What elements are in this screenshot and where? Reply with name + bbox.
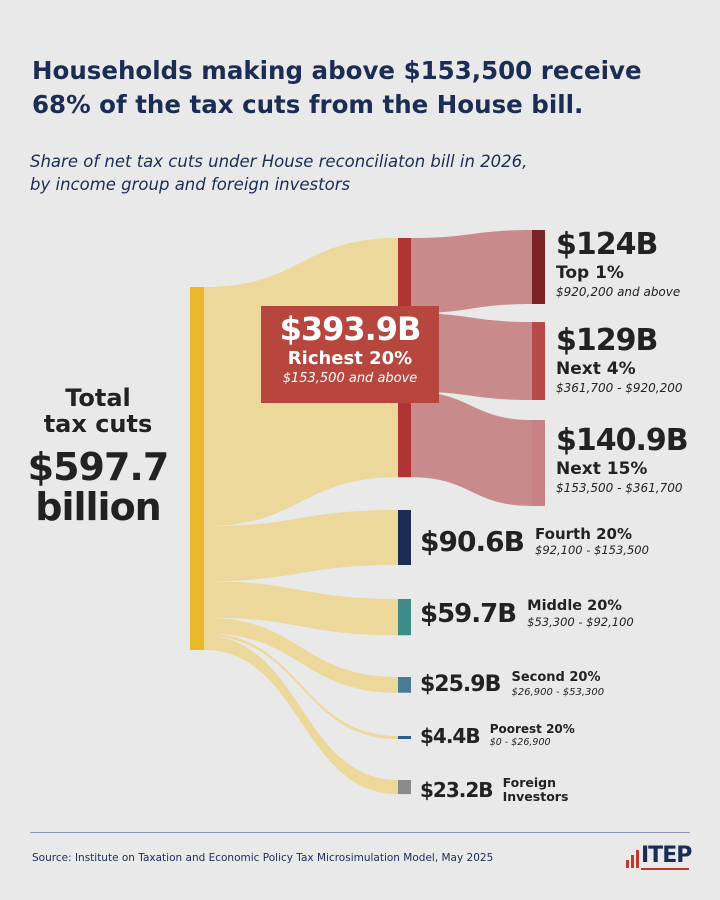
group-label-next4: $129B Next 4% $361,700 - $920,200 (556, 324, 682, 396)
group-label-foreign: $23.2B Foreign Investors (420, 776, 568, 804)
group-value: $129B (556, 323, 658, 358)
group-range: $153,500 - $361,700 (556, 481, 683, 495)
group-label-top1: $124B Top 1% $920,200 and above (556, 228, 680, 300)
group-name: Middle 20% (527, 598, 622, 614)
group-value: $25.9B (420, 671, 501, 697)
richest-value: $393.9B (279, 310, 422, 348)
total-value: $597.7 billion (18, 447, 178, 527)
total-value-line-1: $597.7 (27, 445, 170, 489)
group-name: Next 15% (556, 459, 648, 479)
flow-to-next4 (411, 313, 532, 400)
node-bar-poorest (398, 736, 411, 739)
node-bar-fourth (398, 510, 411, 566)
total-label-line-2: tax cuts (43, 410, 153, 438)
group-value: $124B (556, 227, 658, 262)
flow-to-next15 (411, 391, 532, 506)
node-bar-foreign (398, 780, 411, 795)
group-range: $53,300 - $92,100 (527, 615, 634, 629)
group-range: $0 - $26,900 (489, 737, 551, 748)
node-bar-top1 (532, 230, 545, 304)
flow-to-middle (204, 581, 398, 636)
total-block: Total tax cuts $597.7 billion (18, 385, 178, 527)
subtitle-line-1: Share of net tax cuts under House reconc… (30, 152, 528, 171)
group-label-second: $25.9B Second 20% $26,900 - $53,300 (420, 670, 604, 699)
group-name: Poorest 20% (489, 722, 575, 736)
group-label-middle: $59.7B Middle 20% $53,300 - $92,100 (420, 597, 634, 630)
source-note: Source: Institute on Taxation and Econom… (32, 852, 494, 864)
headline: Households making above $153,500 receive… (32, 54, 692, 122)
node-bar-next15 (532, 420, 545, 506)
flow-to-second (204, 617, 398, 693)
headline-line-2: 68% of the tax cuts from the House bill. (32, 90, 584, 119)
flow-to-foreign (204, 635, 398, 795)
group-range: $26,900 - $53,300 (511, 687, 605, 698)
itep-logo: ITEP (624, 843, 692, 874)
group-range: $361,700 - $920,200 (556, 381, 683, 395)
flow-to-fourth (204, 510, 398, 582)
group-label-next15: $140.9B Next 15% $153,500 - $361,700 (556, 423, 689, 496)
total-value-line-2: billion (35, 485, 161, 529)
group-value: $59.7B (420, 598, 517, 629)
group-value: $90.6B (420, 524, 525, 558)
source-node-bar (190, 287, 204, 650)
flow-to-top1 (411, 230, 532, 314)
node-bar-next4 (532, 322, 545, 400)
flow-to-poorest (204, 633, 398, 739)
total-label-line-1: Total (65, 384, 131, 412)
richest-callout: $393.9B Richest 20% $153,500 and above (261, 306, 439, 403)
group-name: Next 4% (556, 359, 636, 379)
group-value: $140.9B (556, 423, 689, 458)
chart-subtitle: Share of net tax cuts under House reconc… (30, 150, 690, 196)
group-name: Fourth 20% (535, 525, 633, 543)
group-name-line-1: Foreign (502, 775, 557, 790)
logo-bars-icon (626, 850, 640, 868)
group-name-line-2: Investors (502, 789, 569, 804)
footer-divider (30, 832, 690, 833)
group-label-poorest: $4.4B Poorest 20% $0 - $26,900 (420, 722, 575, 749)
group-range: $92,100 - $153,500 (535, 543, 649, 557)
group-name: Top 1% (556, 263, 624, 283)
group-label-fourth: $90.6B Fourth 20% $92,100 - $153,500 (420, 525, 649, 558)
group-name: Second 20% (511, 670, 601, 685)
headline-line-1: Households making above $153,500 receive (32, 56, 642, 85)
group-range: $920,200 and above (556, 285, 681, 299)
richest-label: Richest 20% (287, 348, 413, 369)
logo-text: ITEP (641, 843, 692, 868)
richest-range: $153,500 and above (282, 371, 418, 386)
group-value: $4.4B (420, 723, 481, 748)
group-value: $23.2B (420, 778, 494, 802)
logo-underline (641, 868, 689, 870)
total-label: Total tax cuts (18, 385, 178, 437)
subtitle-line-2: by income group and foreign investors (30, 175, 351, 194)
node-bar-second (398, 677, 411, 693)
node-bar-middle (398, 599, 411, 636)
